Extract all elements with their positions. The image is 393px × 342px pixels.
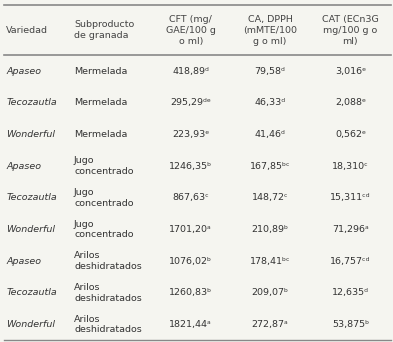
- Text: Mermelada: Mermelada: [74, 98, 127, 107]
- Text: Tecozautla: Tecozautla: [6, 288, 57, 297]
- Text: Arilos
deshidratados: Arilos deshidratados: [74, 315, 142, 334]
- Text: 53,875ᵇ: 53,875ᵇ: [332, 320, 369, 329]
- Text: 16,757ᶜᵈ: 16,757ᶜᵈ: [330, 256, 371, 266]
- Text: 209,07ᵇ: 209,07ᵇ: [252, 288, 288, 297]
- Text: 1701,20ᵃ: 1701,20ᵃ: [169, 225, 212, 234]
- Text: 46,33ᵈ: 46,33ᵈ: [255, 98, 286, 107]
- Text: 3,016ᵉ: 3,016ᵉ: [335, 67, 366, 76]
- Text: 12,635ᵈ: 12,635ᵈ: [332, 288, 369, 297]
- Text: Apaseo: Apaseo: [6, 162, 41, 171]
- Text: 79,58ᵈ: 79,58ᵈ: [255, 67, 285, 76]
- Text: 0,562ᵉ: 0,562ᵉ: [335, 130, 366, 139]
- Text: CFT (mg/
GAE/100 g
o ml): CFT (mg/ GAE/100 g o ml): [166, 15, 216, 45]
- Text: 223,93ᵉ: 223,93ᵉ: [172, 130, 209, 139]
- Text: Jugo
concentrado: Jugo concentrado: [74, 220, 134, 239]
- Text: Apaseo: Apaseo: [6, 256, 41, 266]
- Text: 210,89ᵇ: 210,89ᵇ: [252, 225, 288, 234]
- Text: 418,89ᵈ: 418,89ᵈ: [172, 67, 209, 76]
- Text: 15,311ᶜᵈ: 15,311ᶜᵈ: [330, 193, 371, 202]
- Text: 178,41ᵇᶜ: 178,41ᵇᶜ: [250, 256, 290, 266]
- Text: 2,088ᵉ: 2,088ᵉ: [335, 98, 366, 107]
- Text: Mermelada: Mermelada: [74, 67, 127, 76]
- Text: Tecozautla: Tecozautla: [6, 98, 57, 107]
- Text: 41,46ᵈ: 41,46ᵈ: [255, 130, 285, 139]
- Text: 18,310ᶜ: 18,310ᶜ: [332, 162, 369, 171]
- Text: 867,63ᶜ: 867,63ᶜ: [173, 193, 209, 202]
- Text: 1260,83ᵇ: 1260,83ᵇ: [169, 288, 212, 297]
- Text: Arilos
deshidratados: Arilos deshidratados: [74, 283, 142, 303]
- Text: Wonderful: Wonderful: [6, 225, 55, 234]
- Text: Wonderful: Wonderful: [6, 320, 55, 329]
- Text: 295,29ᵈᵉ: 295,29ᵈᵉ: [170, 98, 211, 107]
- Text: Apaseo: Apaseo: [6, 67, 41, 76]
- Text: 1246,35ᵇ: 1246,35ᵇ: [169, 162, 212, 171]
- Text: Arilos
deshidratados: Arilos deshidratados: [74, 251, 142, 271]
- Text: Variedad: Variedad: [6, 26, 48, 35]
- Text: 272,87ᵃ: 272,87ᵃ: [252, 320, 288, 329]
- Text: CA, DPPH
(mMTE/100
g o ml): CA, DPPH (mMTE/100 g o ml): [243, 15, 297, 45]
- Text: 71,296ᵃ: 71,296ᵃ: [332, 225, 369, 234]
- Text: Mermelada: Mermelada: [74, 130, 127, 139]
- Text: Subproducto
de granada: Subproducto de granada: [74, 21, 134, 40]
- Text: 148,72ᶜ: 148,72ᶜ: [252, 193, 288, 202]
- Text: CAT (ECn3G
mg/100 g o
ml): CAT (ECn3G mg/100 g o ml): [322, 15, 379, 45]
- Text: 1821,44ᵃ: 1821,44ᵃ: [169, 320, 212, 329]
- Text: Tecozautla: Tecozautla: [6, 193, 57, 202]
- Text: 1076,02ᵇ: 1076,02ᵇ: [169, 256, 212, 266]
- Text: Jugo
concentrado: Jugo concentrado: [74, 156, 134, 176]
- Text: 167,85ᵇᶜ: 167,85ᵇᶜ: [250, 162, 290, 171]
- Text: Jugo
concentrado: Jugo concentrado: [74, 188, 134, 208]
- Text: Wonderful: Wonderful: [6, 130, 55, 139]
